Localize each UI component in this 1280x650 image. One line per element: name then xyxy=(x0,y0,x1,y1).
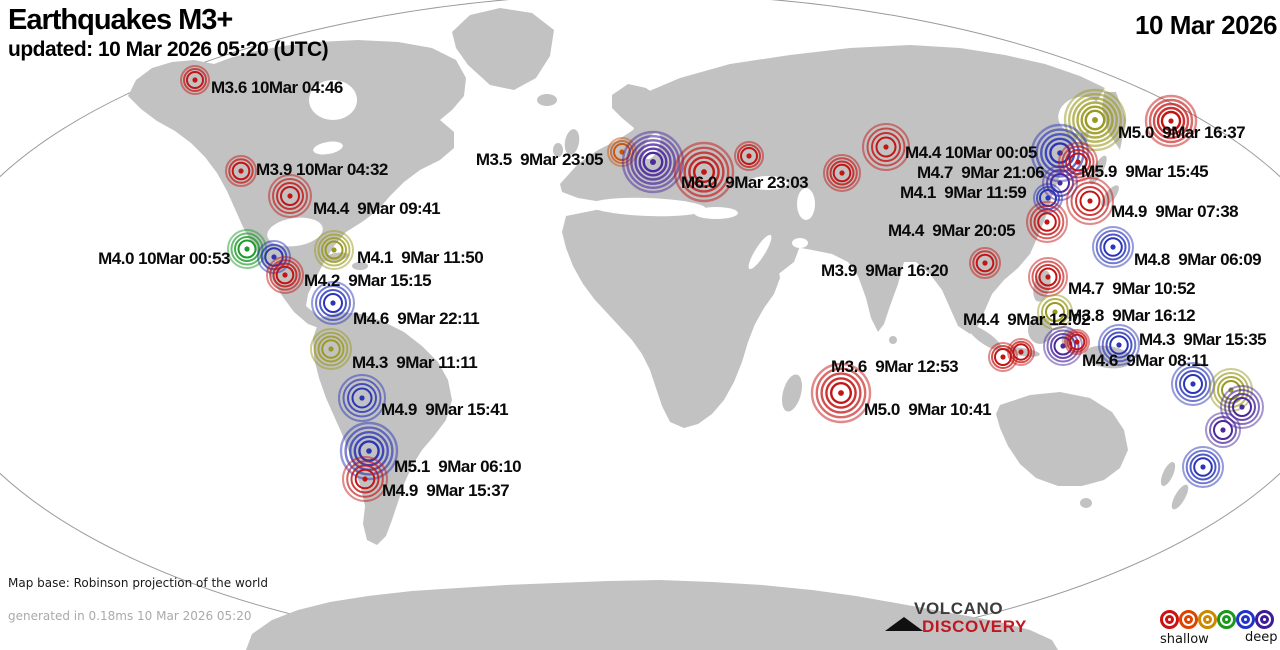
quake-marker[interactable] xyxy=(823,154,861,192)
quake-marker[interactable] xyxy=(1066,177,1114,225)
quake-marker[interactable] xyxy=(621,130,685,194)
quake-marker[interactable] xyxy=(1037,294,1073,330)
quake-marker[interactable] xyxy=(1220,385,1264,429)
quake-marker[interactable] xyxy=(862,123,910,171)
legend-depth-circle-inner xyxy=(1203,615,1212,624)
quake-marker[interactable] xyxy=(311,281,355,325)
logo-discovery-text: DISCOVERY xyxy=(922,617,1027,636)
legend-depth-circle-inner xyxy=(1184,615,1193,624)
quake-marker[interactable] xyxy=(988,342,1018,372)
legend-depth-circle-inner xyxy=(1222,615,1231,624)
quake-marker[interactable] xyxy=(1092,226,1134,268)
updated-timestamp: updated: 10 Mar 2026 05:20 (UTC) xyxy=(8,38,329,61)
legend-depth-circle xyxy=(1198,610,1217,629)
quake-marker[interactable] xyxy=(266,256,304,294)
quake-marker[interactable] xyxy=(180,65,210,95)
legend-depth-circle xyxy=(1217,610,1236,629)
quake-marker[interactable] xyxy=(338,374,386,422)
volcano-discovery-logo[interactable]: VOLCANO DISCOVERY xyxy=(885,597,1055,645)
quake-marker[interactable] xyxy=(225,155,257,187)
quake-marker[interactable] xyxy=(1043,326,1083,366)
legend-deep-label: deep xyxy=(1245,630,1278,645)
legend-depth-circle-inner xyxy=(1241,615,1250,624)
logo-volcano-text: VOLCANO xyxy=(914,599,1004,618)
quake-marker[interactable] xyxy=(734,141,764,171)
quake-marker[interactable] xyxy=(1144,94,1198,148)
legend-depth-circle xyxy=(1255,610,1274,629)
quake-markers-layer xyxy=(180,65,1264,502)
depth-legend: shallow deep xyxy=(1160,610,1280,650)
quake-marker[interactable] xyxy=(268,174,312,218)
volcano-icon xyxy=(885,617,923,631)
quake-marker[interactable] xyxy=(314,230,354,270)
quake-marker[interactable] xyxy=(1098,324,1140,366)
quake-marker[interactable] xyxy=(673,141,735,203)
map-base-note: Map base: Robinson projection of the wor… xyxy=(8,576,268,590)
quake-marker[interactable] xyxy=(1205,412,1241,448)
date-label: 10 Mar 2026 xyxy=(1135,10,1277,40)
quake-marker[interactable] xyxy=(1182,446,1224,488)
quake-marker[interactable] xyxy=(310,328,352,370)
generated-note: generated in 0.18ms 10 Mar 2026 05:20 xyxy=(8,609,252,623)
quake-marker[interactable] xyxy=(342,456,388,502)
continents xyxy=(128,8,1189,650)
quake-marker[interactable] xyxy=(1026,201,1068,243)
quake-marker[interactable] xyxy=(969,247,1001,279)
quake-marker[interactable] xyxy=(1171,362,1215,406)
legend-circles xyxy=(1160,610,1274,629)
quake-marker[interactable] xyxy=(1064,329,1090,355)
legend-depth-circle-inner xyxy=(1260,615,1269,624)
legend-depth-circle xyxy=(1179,610,1198,629)
page-title: Earthquakes M3+ xyxy=(8,4,233,36)
quake-marker[interactable] xyxy=(1063,88,1127,152)
legend-depth-circle xyxy=(1236,610,1255,629)
legend-depth-circle xyxy=(1160,610,1179,629)
legend-depth-circle-inner xyxy=(1165,615,1174,624)
legend-shallow-label: shallow xyxy=(1160,632,1209,647)
quake-marker[interactable] xyxy=(810,362,872,424)
